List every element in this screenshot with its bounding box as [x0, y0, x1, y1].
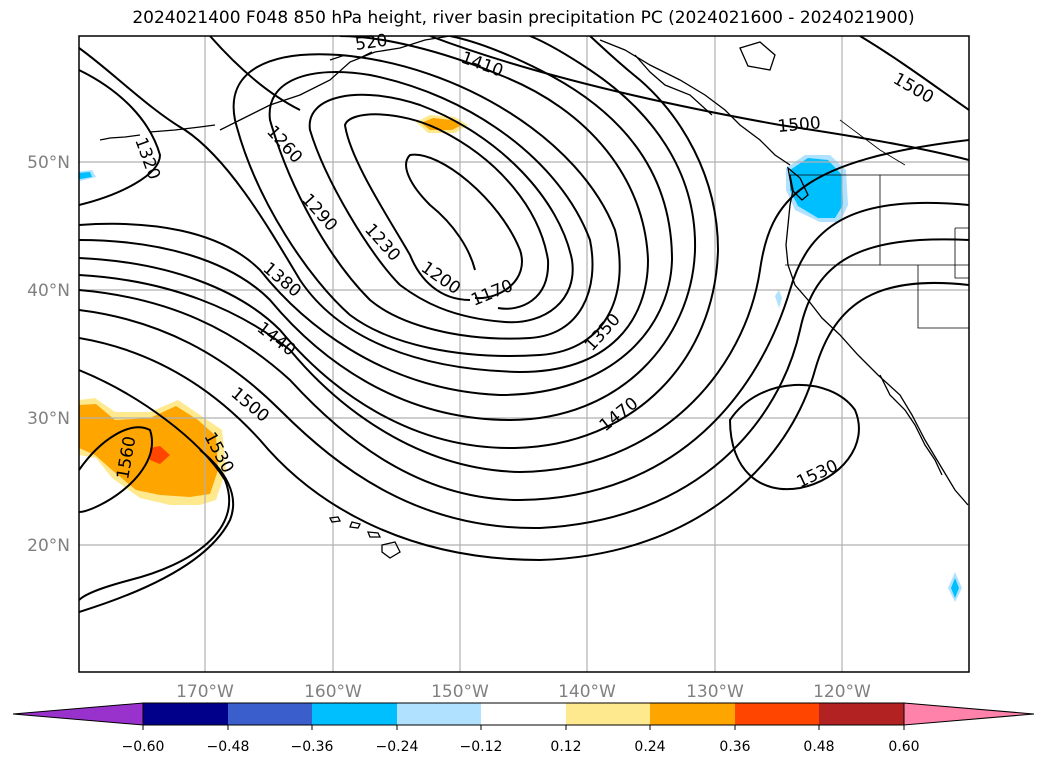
precipitation-shading [79, 115, 962, 602]
colorbar-tick-label: −0.36 [291, 739, 334, 755]
contour-label-group: 1410 1500 1500 1260 1320 1290 1230 1200 … [113, 31, 937, 493]
hawaii-big [381, 541, 401, 559]
contour-label: 520 [354, 31, 389, 55]
contour-1290 [232, 53, 621, 357]
gridlines [79, 36, 969, 672]
island-circle-ak [739, 41, 776, 71]
us-west-coast [785, 174, 969, 506]
contour-1500-ne [859, 36, 969, 111]
contour-1530-east [728, 383, 860, 491]
contour-1500-main [79, 281, 969, 562]
contour-1200 [343, 113, 550, 310]
colorbar-extend-low [12, 702, 144, 726]
lat-label: 20°N [27, 536, 70, 556]
contour-1350 [79, 36, 674, 397]
colorbar: −0.60 −0.48 −0.36 −0.24 −0.12 0.12 0.24 … [12, 702, 1035, 755]
baja-coast [879, 374, 943, 476]
contour-1560 [79, 426, 153, 513]
colorbar-extend-high [903, 702, 1035, 726]
height-contours [79, 36, 969, 613]
precip-positive-orange-west [79, 404, 218, 497]
contour-label: 1410 [458, 48, 505, 82]
lon-label: 130°W [686, 682, 744, 702]
precip-negative-cyan-small2 [951, 578, 959, 598]
contour-1470 [79, 238, 969, 530]
latitude-labels: 50°N 40°N 30°N 20°N [27, 153, 70, 556]
colorbar-segment [143, 703, 228, 725]
contour-label: 1290 [297, 190, 341, 236]
contour-1500-canada [429, 36, 969, 161]
lon-label: 170°W [176, 682, 234, 702]
contour-label: 1170 [468, 276, 516, 311]
contour-label: 1500 [890, 69, 937, 108]
contour-label: 1500 [777, 113, 822, 137]
colorbar-tick-label: 0.24 [634, 739, 665, 755]
contour-1380 [79, 36, 697, 422]
contour-1230 [308, 93, 574, 324]
contour-label: 1470 [596, 394, 642, 436]
contour-1170 [405, 153, 523, 300]
map-title: 2024021400 F048 850 hPa height, river ba… [132, 8, 915, 28]
colorbar-segment [228, 703, 312, 725]
precip-negative-light-small1 [775, 290, 782, 308]
lon-label: 140°W [558, 682, 616, 702]
lat-label: 30°N [27, 409, 70, 429]
precip-positive-red-west [150, 446, 170, 464]
colorbar-segment [735, 703, 819, 725]
colorbar-tick-label: −0.12 [460, 739, 503, 755]
lon-label: 160°W [304, 682, 362, 702]
colorbar-tick-label: 0.60 [888, 739, 919, 755]
alaska-coast [219, 36, 451, 131]
coastlines [99, 36, 969, 559]
lat-label: 50°N [27, 153, 70, 173]
colorbar-tick-label: 0.48 [803, 739, 834, 755]
contour-1410 [79, 139, 969, 474]
lat-label: 40°N [27, 281, 70, 301]
lon-label: 120°W [813, 682, 871, 702]
colorbar-tick-label: −0.60 [122, 739, 165, 755]
lon-label: 150°W [431, 682, 489, 702]
colorbar-tick-label: 0.36 [719, 739, 750, 755]
contour-1260 [268, 71, 594, 340]
contour-1320 [79, 69, 162, 206]
contour-1530-west [79, 369, 231, 601]
contour-1440 [79, 201, 969, 502]
colorbar-segment [312, 703, 397, 725]
colorbar-tick-label: 0.12 [550, 739, 581, 755]
colorbar-segment [566, 703, 650, 725]
precip-negative-cyan-east-coast [79, 172, 92, 179]
contour-label: 1500 [227, 384, 273, 427]
colorbar-tick-label: −0.24 [376, 739, 419, 755]
colorbar-segment [650, 703, 735, 725]
map-frame [78, 35, 970, 673]
colorbar-segment [397, 703, 481, 725]
colorbar-segment [819, 703, 904, 725]
colorbar-segment [481, 703, 566, 725]
longitude-labels: 170°W 160°W 150°W 140°W 130°W 120°W [176, 682, 871, 702]
contour-label: 1530 [794, 456, 842, 492]
colorbar-tick-label: −0.48 [207, 739, 250, 755]
vancouver-island [787, 166, 809, 201]
canada-coast [599, 39, 791, 166]
